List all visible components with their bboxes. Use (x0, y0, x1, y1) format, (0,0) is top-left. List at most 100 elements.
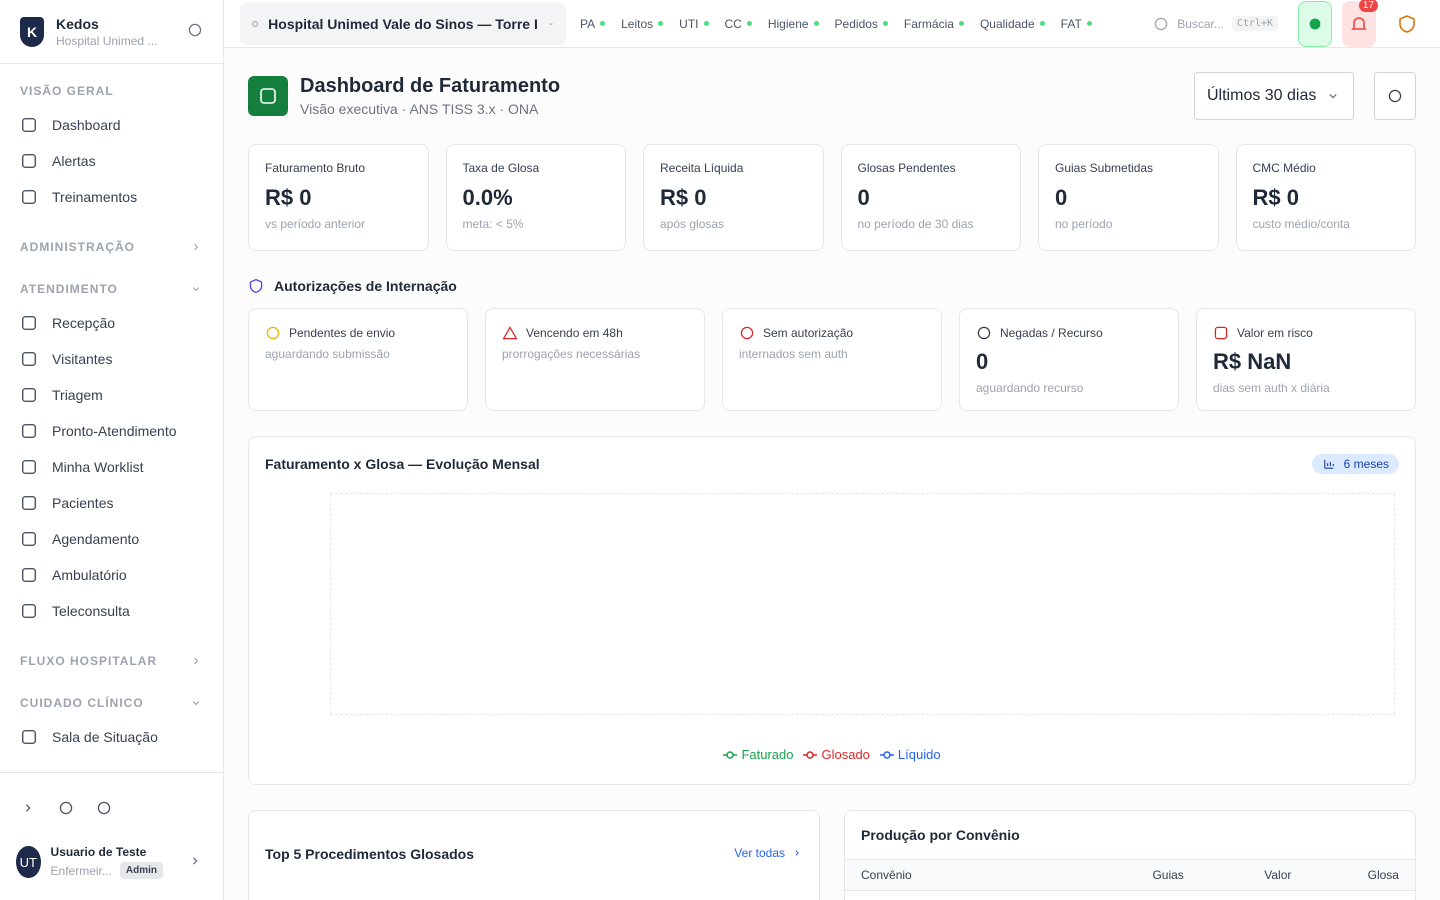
legend-item[interactable]: Glosado (803, 747, 870, 762)
auth-label: Negadas / Recurso (1000, 326, 1103, 340)
icon-button[interactable] (58, 800, 74, 819)
nav-item[interactable]: Agendamento (0, 521, 223, 557)
see-all-link[interactable]: Ver todas (734, 846, 803, 860)
tab-label: Higiene (767, 16, 809, 31)
refresh-button[interactable] (1374, 72, 1416, 120)
nav-item[interactable]: Pronto-Atendimento (0, 413, 223, 449)
tab[interactable]: Higiene (768, 17, 819, 31)
icon (21, 603, 37, 619)
nav-item[interactable]: Treinamentos (0, 179, 223, 215)
shield-button[interactable] (1390, 1, 1424, 47)
section-header[interactable]: ATENDIMENTO (0, 279, 223, 299)
role-badge: Admin (119, 862, 163, 879)
tab[interactable]: Farmácia (904, 17, 964, 31)
brand-text: Kedos Hospital Unimed ... (56, 16, 157, 48)
nav-item[interactable]: Dashboard (0, 107, 223, 143)
auth-note: aguardando recurso (976, 381, 1084, 395)
tab[interactable]: UTI (679, 16, 709, 31)
icon (194, 243, 199, 251)
status-button[interactable] (1298, 0, 1332, 47)
icon (25, 803, 31, 812)
user: UT Usuario de Teste Enfermeir... Admin (16, 845, 203, 879)
nav-item[interactable]: Recepção (0, 305, 223, 341)
header-icon (248, 76, 288, 116)
nav: VISÃO GERAL Dashboard Alertas Treinamentos A… (0, 64, 223, 772)
tab-label: Qualidade (979, 16, 1035, 31)
user-role: Enfermeir... (50, 863, 112, 878)
period-label: Últimos 30 dias (1207, 87, 1317, 104)
auth-card: Valor em risco R$ NaN dias sem auth x diár… (1196, 308, 1416, 411)
production-title: Produção por Convênio (861, 827, 1020, 843)
section-header[interactable]: VISÃO GERAL (0, 81, 223, 101)
legend-item[interactable]: Faturado (723, 747, 793, 762)
icon-button[interactable] (20, 800, 36, 819)
nav-label: Pronto-Atendimento (52, 423, 177, 439)
tab[interactable]: PA (580, 17, 606, 31)
column-header: Glosa (1367, 868, 1399, 882)
auth-note: prorrogações necessárias (502, 347, 641, 361)
column-header: Guias (1152, 868, 1184, 882)
kpi-value: R$ 0 (1252, 185, 1299, 210)
nav-item[interactable]: Ambulatório (0, 557, 223, 593)
legend-label: Faturado (741, 747, 794, 762)
sidebar-actions (20, 791, 203, 827)
section-header[interactable]: ADMINISTRAÇÃO (0, 237, 223, 257)
table-header: Convênio Guias Valor Glosa (845, 859, 1415, 891)
section-header[interactable]: FLUXO HOSPITALAR (0, 651, 223, 671)
nav-item[interactable]: Pacientes (0, 485, 223, 521)
sidebar: K Kedos Hospital Unimed ... VISÃO GERAL Dash… (0, 0, 224, 900)
notifications[interactable]: 17 (1342, 0, 1378, 47)
hospital-select[interactable]: Hospital Unimed Vale do Sinos — Torre I (240, 2, 566, 45)
section-header[interactable]: CUIDADO CLÍNICO (0, 693, 223, 713)
status-dot (746, 21, 752, 26)
status-dot (1086, 21, 1092, 26)
kpi-label: Glosas Pendentes (857, 161, 956, 175)
tab[interactable]: FAT (1061, 17, 1092, 31)
section-title: ATENDIMENTO (20, 282, 118, 296)
tab[interactable]: Leitos (621, 17, 664, 31)
tab[interactable]: Qualidade (980, 17, 1045, 31)
kpi-note: no período de 30 dias (857, 217, 974, 231)
nav-label: Agendamento (52, 531, 140, 547)
nav-item[interactable]: Sala de Situação (0, 719, 223, 755)
search[interactable]: Buscar... Ctrl+K (1153, 16, 1278, 32)
icon-button[interactable] (96, 800, 112, 819)
icon (21, 153, 37, 169)
nav-item[interactable]: Minha Worklist (0, 449, 223, 485)
nav-label: Minha Worklist (52, 459, 144, 475)
kpi-card: Taxa de Glosa 0.0% meta: < 5% (445, 144, 626, 251)
logout[interactable] (187, 853, 203, 872)
section-title: VISÃO GERAL (20, 84, 114, 98)
tab[interactable]: Pedidos (835, 17, 888, 31)
kpi-label: Receita Líquida (660, 161, 744, 175)
nav-label: Triagem (52, 387, 103, 403)
auth-note: dias sem auth x diária (1213, 381, 1330, 395)
period-select[interactable]: Últimos 30 dias (1194, 72, 1354, 120)
brand: K Kedos Hospital Unimed ... (0, 0, 223, 64)
icon (249, 278, 263, 294)
nav-item[interactable]: Teleconsulta (0, 593, 223, 629)
nav-item[interactable]: Alertas (0, 143, 223, 179)
icon (1323, 459, 1334, 469)
icon (21, 729, 37, 745)
kpi-value: 0 (857, 185, 870, 210)
auth-label-row: Pendentes de envio (265, 325, 451, 341)
tab-label: UTI (679, 16, 699, 31)
header-text: Dashboard de Faturamento Visão executiva … (300, 75, 560, 117)
tab-label: CC (724, 16, 742, 31)
icon (188, 23, 202, 37)
nav-item[interactable]: Visitantes (0, 341, 223, 377)
tab[interactable]: CC (725, 17, 752, 31)
kpi-card: Glosas Pendentes 0 no período de 30 dias (840, 144, 1021, 251)
see-all-text: Ver todas (734, 845, 785, 860)
notification-count: 17 (1358, 0, 1378, 12)
status-dot (658, 21, 664, 26)
production-card: Produção por Convênio Convênio Guias Valor G… (844, 810, 1416, 900)
auth-label: Vencendo em 48h (526, 326, 623, 340)
user-role-row: Enfermeir... Admin (51, 862, 163, 879)
nav-label: Visitantes (52, 351, 113, 367)
kpi-label: Faturamento Bruto (265, 161, 366, 175)
legend-item[interactable]: Líquido (879, 747, 941, 762)
nav-item[interactable]: Triagem (0, 377, 223, 413)
legend-marker (723, 750, 738, 759)
